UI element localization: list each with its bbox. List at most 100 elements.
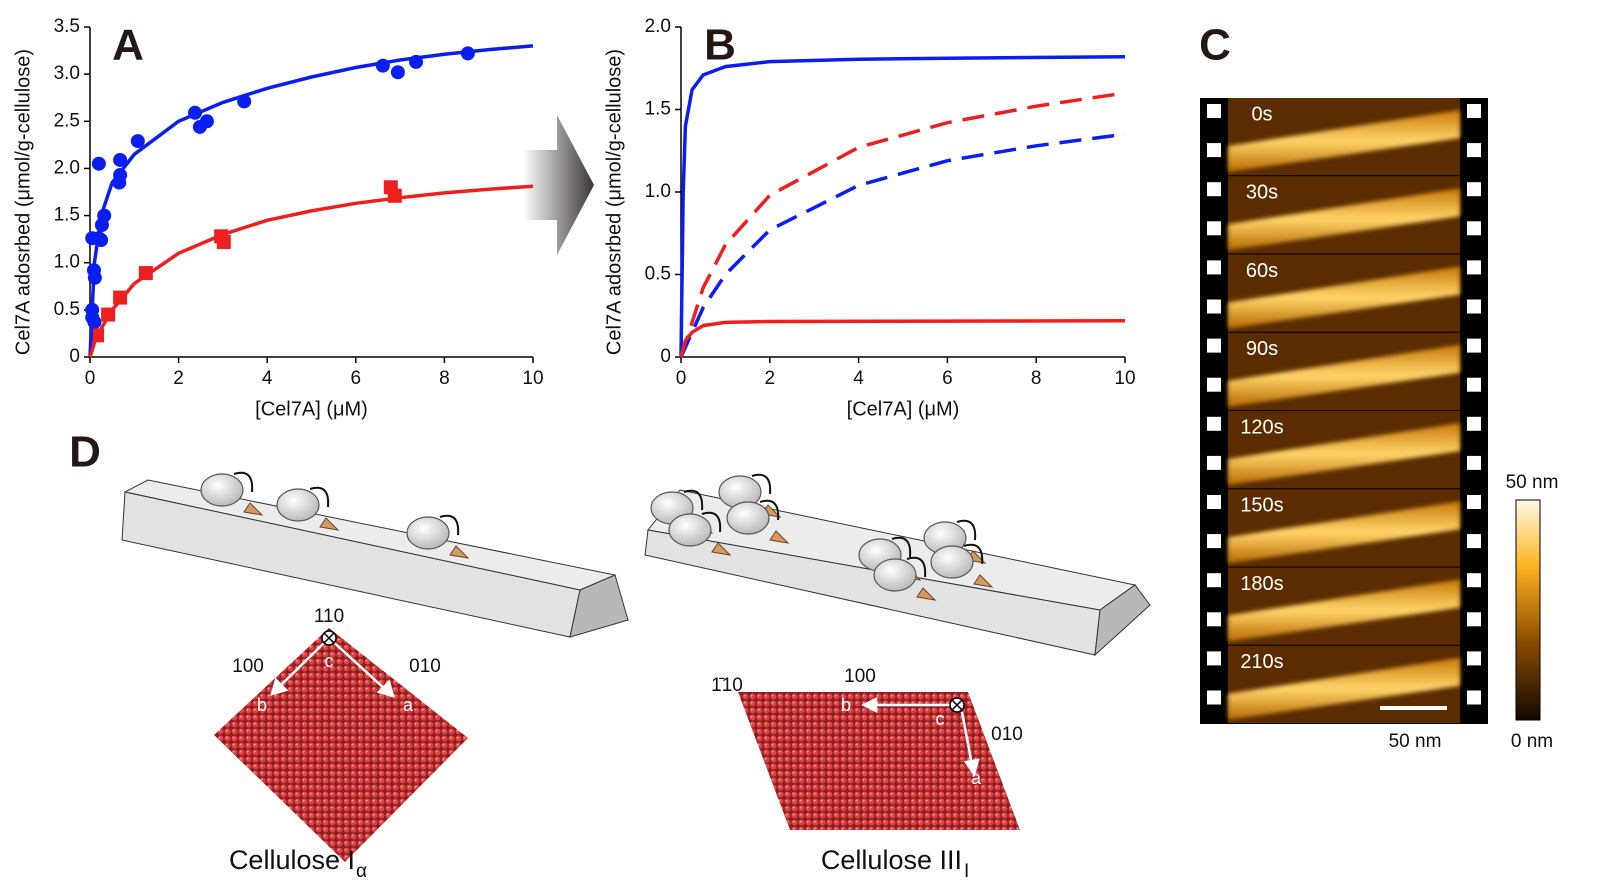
colorbar-min: 0 nm	[1511, 731, 1553, 752]
axis-label: b	[841, 695, 851, 715]
x-tick-label: 8	[439, 368, 450, 389]
y-tick-label: 0	[69, 346, 80, 367]
film-hole	[1467, 378, 1481, 392]
cellulose-diagram: 110 100 010 c b a 1̄10 100 010 c b a Cel…	[122, 473, 1150, 882]
film-hole	[1207, 104, 1221, 118]
film-hole	[1467, 612, 1481, 626]
x-tick-label: 6	[351, 368, 362, 389]
film-hole	[1207, 378, 1221, 392]
film-hole	[1467, 221, 1481, 235]
enzyme	[931, 546, 973, 578]
film-hole	[1467, 651, 1481, 665]
y-tick-label: 0	[660, 346, 671, 367]
face-label: 010	[991, 724, 1023, 745]
film-hole	[1467, 182, 1481, 196]
frame-time: 0s	[1251, 103, 1272, 125]
film-hole	[1207, 339, 1221, 353]
axis-label: a	[403, 695, 414, 715]
film-hole	[1467, 691, 1481, 705]
face-label: 100	[844, 666, 876, 687]
face-label: 1̄10	[711, 675, 743, 696]
film-hole	[1207, 691, 1221, 705]
film-hole	[1207, 143, 1221, 157]
fit-line	[681, 93, 1125, 357]
enzyme	[407, 517, 449, 549]
x-tick-label: 0	[85, 368, 96, 389]
film-hole	[1207, 651, 1221, 665]
film-hole	[1207, 221, 1221, 235]
frame-time: 150s	[1240, 495, 1283, 517]
y-tick-label: 3.0	[54, 63, 80, 84]
y-axis-title: Cel7A adosrbed (μmol/g-cellulose)	[12, 49, 34, 355]
film-hole	[1467, 534, 1481, 548]
film-hole	[1467, 300, 1481, 314]
y-tick-label: 1.0	[54, 252, 80, 273]
film-hole	[1467, 143, 1481, 157]
caption: Cellulose I	[229, 845, 355, 875]
film-hole	[1207, 456, 1221, 470]
frame-time: 60s	[1246, 260, 1278, 282]
enzyme	[277, 489, 319, 521]
caption-subscript: α	[356, 861, 367, 882]
film-hole	[1207, 182, 1221, 196]
data-point	[92, 157, 106, 171]
film-hole	[1467, 339, 1481, 353]
y-tick-label: 1.5	[645, 99, 671, 120]
axis-label: a	[971, 768, 982, 788]
x-tick-label: 10	[522, 368, 543, 389]
fit-line	[90, 46, 533, 357]
y-tick-label: 1.0	[645, 181, 671, 202]
axis-label: c	[936, 709, 945, 729]
film-hole	[1467, 573, 1481, 587]
x-tick-label: 2	[173, 368, 184, 389]
film-hole	[1207, 495, 1221, 509]
scale-bar-label: 50 nm	[1389, 731, 1442, 752]
data-point	[87, 315, 101, 329]
enzyme	[727, 502, 769, 534]
panel-letter: B	[704, 21, 736, 70]
y-tick-label: 2.0	[54, 157, 80, 178]
data-point	[200, 114, 214, 128]
y-tick-label: 2.5	[54, 110, 80, 131]
face-label: 110	[314, 606, 344, 627]
film-hole	[1207, 300, 1221, 314]
frame-time: 210s	[1240, 651, 1283, 673]
x-axis-title: [Cel7A] (μM)	[255, 398, 368, 420]
x-tick-label: 10	[1114, 368, 1135, 389]
caption: Cellulose III	[821, 845, 962, 875]
film-hole	[1207, 573, 1221, 587]
data-point	[391, 65, 405, 79]
frame-time: 180s	[1240, 573, 1283, 595]
transition-arrow	[523, 115, 594, 255]
y-tick-label: 0.5	[645, 264, 671, 285]
x-tick-label: 4	[853, 368, 864, 389]
axis-label: c	[325, 651, 334, 671]
caption-subscript: I	[964, 861, 969, 882]
fit-line	[681, 321, 1125, 357]
film-hole	[1467, 417, 1481, 431]
film-hole	[1207, 612, 1221, 626]
film-hole	[1467, 260, 1481, 274]
film-hole	[1207, 534, 1221, 548]
x-tick-label: 8	[1031, 368, 1042, 389]
x-tick-label: 6	[942, 368, 953, 389]
y-axis-title: Cel7A adosrbed (μmol/g-cellulose)	[603, 49, 625, 355]
panel-letter: C	[1199, 21, 1231, 70]
enzyme	[874, 559, 916, 591]
film-hole	[1467, 456, 1481, 470]
frame-time: 120s	[1240, 416, 1283, 438]
film-hole	[1207, 260, 1221, 274]
enzyme	[201, 474, 243, 506]
film-hole	[1467, 104, 1481, 118]
y-tick-label: 2.0	[645, 16, 671, 37]
x-tick-label: 0	[676, 368, 687, 389]
film-hole	[1467, 495, 1481, 509]
fit-line	[90, 186, 533, 357]
panel-letter: D	[69, 428, 101, 477]
fit-line	[681, 57, 1125, 357]
panel-letter: A	[112, 21, 144, 70]
enzyme	[669, 514, 711, 546]
axis-label: b	[257, 695, 267, 715]
y-tick-label: 3.5	[54, 16, 80, 37]
